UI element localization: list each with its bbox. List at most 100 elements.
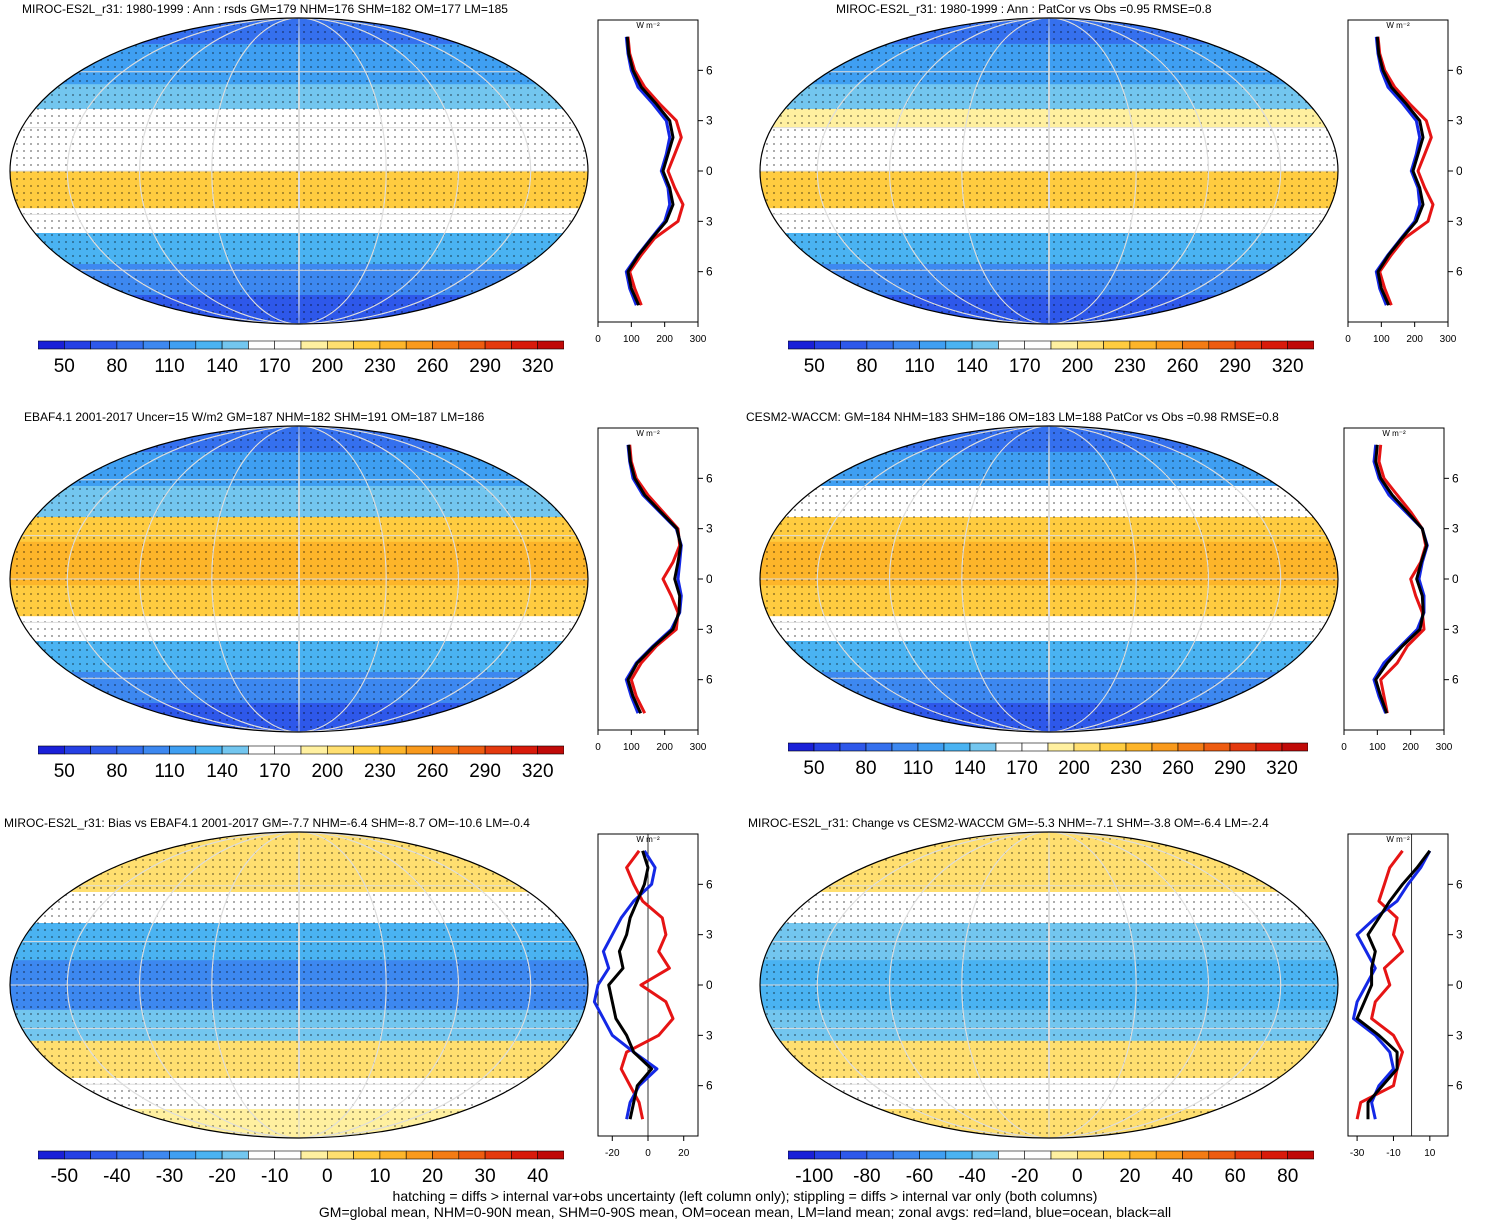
colorbar-tick-label: 110	[903, 758, 933, 779]
land-zonal-line	[1377, 444, 1428, 714]
colorbar-swatch	[221, 1150, 249, 1160]
colorbar-tick-label: 40	[527, 1166, 548, 1187]
colorbar-swatch	[1024, 1150, 1052, 1160]
colorbar-tick-label: 260	[1167, 356, 1199, 377]
colorbar-tick-label: 290	[1219, 356, 1251, 377]
map-projection	[9, 17, 589, 325]
colorbar-swatch	[1050, 1150, 1078, 1160]
colorbar-swatch	[116, 745, 144, 755]
colorbar-swatch	[1287, 1150, 1314, 1160]
lat-tick-label: 0	[706, 572, 712, 586]
colorbar-swatch	[405, 1150, 433, 1160]
colorbar-swatch	[90, 745, 118, 755]
colorbar-swatch	[1229, 742, 1257, 752]
colorbar-swatch	[1234, 340, 1262, 350]
colorbar-swatch	[248, 340, 275, 350]
lat-tick-label: 60N	[706, 471, 712, 485]
x-tick-label: 100	[623, 334, 640, 345]
colorbar-tick-label: -30	[156, 1166, 183, 1187]
map-projection	[9, 831, 589, 1139]
colorbar: 5080110140170200230260290320350	[38, 340, 564, 377]
colorbar-tick-label: 290	[1214, 758, 1246, 779]
colorbar: 5080110140170200230260290320350	[38, 745, 564, 782]
x-tick-label: -10	[1386, 1148, 1401, 1159]
colorbar-swatch	[484, 1150, 512, 1160]
colorbar-tick-label: 80	[856, 356, 877, 377]
colorbar-tick-label: 30	[475, 1166, 496, 1187]
colorbar-swatch	[998, 340, 1025, 350]
lat-tick-label: 30S	[1456, 1028, 1462, 1042]
colorbar-tick-label: 320	[1272, 356, 1304, 377]
colorbar-tick-label: -20	[208, 1166, 235, 1187]
colorbar-swatch	[1281, 742, 1308, 752]
colorbar-tick-label: 260	[417, 356, 449, 377]
colorbar-swatch	[1287, 340, 1314, 350]
lat-tick-label: 0	[1452, 572, 1458, 586]
x-tick-label: 200	[1406, 334, 1423, 345]
unit-label: W m⁻²	[1386, 835, 1410, 844]
colorbar-swatch	[971, 1150, 999, 1160]
colorbar-swatch	[484, 745, 512, 755]
x-tick-label: 300	[1436, 742, 1453, 753]
zonal-profile: W m⁻² 60N 30N 0 30S 60S -30 -10 10	[1347, 833, 1462, 1159]
colorbar-swatch	[90, 340, 118, 350]
zonal-profile: W m⁻² 60N 30N 0 30S 60S 0 100 200 300	[595, 19, 712, 345]
colorbar-swatch	[326, 1150, 354, 1160]
colorbar-tick-label: 10	[369, 1166, 390, 1187]
colorbar-tick-label: 200	[1061, 356, 1093, 377]
colorbar-swatch	[63, 1150, 91, 1160]
colorbar-swatch	[142, 1150, 170, 1160]
ocean-zonal-line	[1352, 850, 1432, 1120]
colorbar-swatch	[1103, 1150, 1131, 1160]
x-tick-label: -20	[605, 1148, 620, 1159]
colorbar-tick-label: -50	[51, 1166, 78, 1187]
colorbar-swatch	[866, 340, 894, 350]
colorbar-swatch	[1099, 742, 1127, 752]
colorbar-tick-label: 260	[1162, 758, 1194, 779]
all-zonal-line	[1355, 849, 1431, 1120]
lat-tick-label: 60S	[706, 673, 712, 687]
panel-title: EBAF4.1 2001-2017 Uncer=15 W/m2 GM=187 N…	[24, 410, 485, 424]
colorbar-swatch	[891, 742, 919, 752]
all-zonal-line	[607, 850, 654, 1120]
colorbar-swatch	[432, 1150, 460, 1160]
colorbar-tick-label: -60	[906, 1166, 933, 1187]
colorbar: -100-80-60-40-20020406080100	[788, 1150, 1314, 1187]
x-tick-label: 300	[690, 742, 707, 753]
x-tick-label: 0	[645, 1148, 651, 1159]
colorbar-tick-label: 0	[1072, 1166, 1083, 1187]
x-tick-label: 20	[678, 1148, 690, 1159]
colorbar-swatch	[1234, 1150, 1262, 1160]
colorbar-tick-label: 140	[956, 356, 988, 377]
colorbar-swatch	[248, 1150, 275, 1160]
colorbar-swatch	[969, 742, 997, 752]
panel-title: MIROC-ES2L_r31: Change vs CESM2-WACCM GM…	[748, 816, 1269, 830]
land-zonal-line	[1376, 36, 1435, 306]
ocean-zonal-line	[1372, 444, 1429, 714]
all-zonal-line	[625, 36, 675, 306]
colorbar-tick-label: 230	[1114, 356, 1146, 377]
colorbar-swatch	[945, 340, 973, 350]
colorbar-swatch	[813, 1150, 841, 1160]
colorbar-swatch	[1129, 1150, 1157, 1160]
unit-label: W m⁻²	[1382, 429, 1406, 438]
colorbar-tick-label: 50	[803, 758, 824, 779]
colorbar-swatch	[1261, 1150, 1288, 1160]
lat-tick-label: 60S	[1456, 1079, 1462, 1093]
colorbar-swatch	[945, 1150, 973, 1160]
colorbar-tick-label: 200	[311, 761, 343, 782]
colorbar-swatch	[142, 745, 170, 755]
colorbar-swatch	[300, 1150, 328, 1160]
colorbar-swatch	[919, 1150, 947, 1160]
colorbar-swatch	[511, 745, 538, 755]
colorbar-tick-label: 230	[1110, 758, 1142, 779]
colorbar-swatch	[1155, 1150, 1183, 1160]
colorbar-swatch	[458, 340, 486, 350]
x-tick-label: 200	[656, 742, 673, 753]
lat-tick-label: 60N	[1456, 877, 1462, 891]
colorbar-swatch	[353, 1150, 381, 1160]
lat-tick-label: 0	[706, 978, 712, 992]
x-tick-label: 200	[1402, 742, 1419, 753]
colorbar-swatch	[274, 340, 302, 350]
panel-title: MIROC-ES2L_r31: Bias vs EBAF4.1 2001-201…	[4, 816, 530, 830]
